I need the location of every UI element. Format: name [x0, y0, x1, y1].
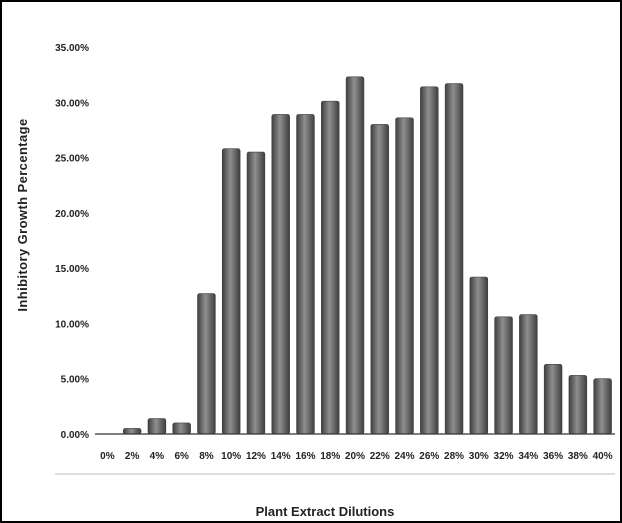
bar — [197, 293, 216, 435]
y-axis-labels: 0.00% 5.00% 10.00% 15.00% 20.00% 25.00% 30.00%… — [55, 43, 89, 441]
x-tick-label: 18% — [320, 451, 340, 462]
bar — [221, 148, 241, 435]
x-tick-label: 34% — [518, 451, 538, 462]
bar — [321, 100, 340, 435]
x-axis-labels: 0% 2% 4% 6% 8% 10% 12% 14% 16% 18% 20% 22% 24% 26% 28%… — [100, 451, 613, 462]
bar — [444, 83, 464, 435]
x-tick-label: 20% — [345, 451, 365, 462]
x-tick-label: 28% — [444, 451, 464, 462]
y-tick-label: 35.00% — [55, 43, 89, 54]
bar — [469, 276, 489, 435]
bar — [494, 316, 513, 435]
x-tick-label: 2% — [125, 451, 140, 462]
y-tick-label: 25.00% — [55, 154, 89, 165]
x-tick-label: 36% — [543, 451, 563, 462]
y-axis-title: Inhibitory Growth Percentage — [15, 118, 30, 311]
x-tick-label: 26% — [419, 451, 439, 462]
bar — [593, 378, 612, 435]
x-tick-label: 32% — [494, 451, 514, 462]
y-tick-label: 10.00% — [55, 319, 89, 330]
bar — [122, 428, 142, 435]
x-tick-label: 10% — [221, 451, 241, 462]
x-tick-label: 30% — [469, 451, 489, 462]
y-tick-label: 15.00% — [55, 264, 89, 275]
bar — [271, 114, 290, 435]
bar — [543, 364, 563, 435]
x-tick-label: 6% — [174, 451, 189, 462]
x-tick-label: 0% — [100, 451, 115, 462]
bar — [345, 76, 365, 435]
bar — [172, 422, 191, 435]
bar — [246, 151, 266, 435]
bar — [395, 117, 414, 435]
x-tick-label: 38% — [568, 451, 588, 462]
x-tick-label: 24% — [395, 451, 415, 462]
bar — [519, 314, 538, 435]
bar — [370, 124, 389, 435]
x-tick-label: 16% — [295, 451, 315, 462]
bar — [568, 375, 588, 435]
y-tick-label: 5.00% — [61, 375, 89, 386]
bar — [420, 86, 439, 435]
x-tick-label: 22% — [370, 451, 390, 462]
y-tick-label: 20.00% — [55, 209, 89, 220]
x-tick-label: 12% — [246, 451, 266, 462]
x-tick-label: 4% — [150, 451, 165, 462]
x-axis-title: Plant Extract Dilutions — [256, 504, 395, 519]
y-tick-label: 30.00% — [55, 98, 89, 109]
x-tick-label: 40% — [593, 451, 613, 462]
x-tick-label: 8% — [199, 451, 214, 462]
y-tick-label: 0.00% — [61, 430, 89, 441]
bar — [296, 114, 315, 435]
x-tick-label: 14% — [271, 451, 291, 462]
bar — [147, 418, 167, 435]
bars — [122, 76, 612, 435]
